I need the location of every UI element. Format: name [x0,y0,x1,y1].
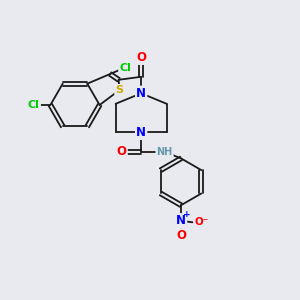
Text: N: N [176,214,186,227]
Text: N: N [136,87,146,100]
Text: O⁻: O⁻ [195,217,209,227]
Text: NH: NH [156,147,173,157]
Text: Cl: Cl [28,100,40,110]
Text: O: O [136,51,146,64]
Text: +: + [183,210,191,219]
Text: O: O [176,229,186,242]
Text: N: N [136,126,146,139]
Text: Cl: Cl [119,62,131,73]
Text: S: S [116,85,123,95]
Text: O: O [117,145,127,158]
